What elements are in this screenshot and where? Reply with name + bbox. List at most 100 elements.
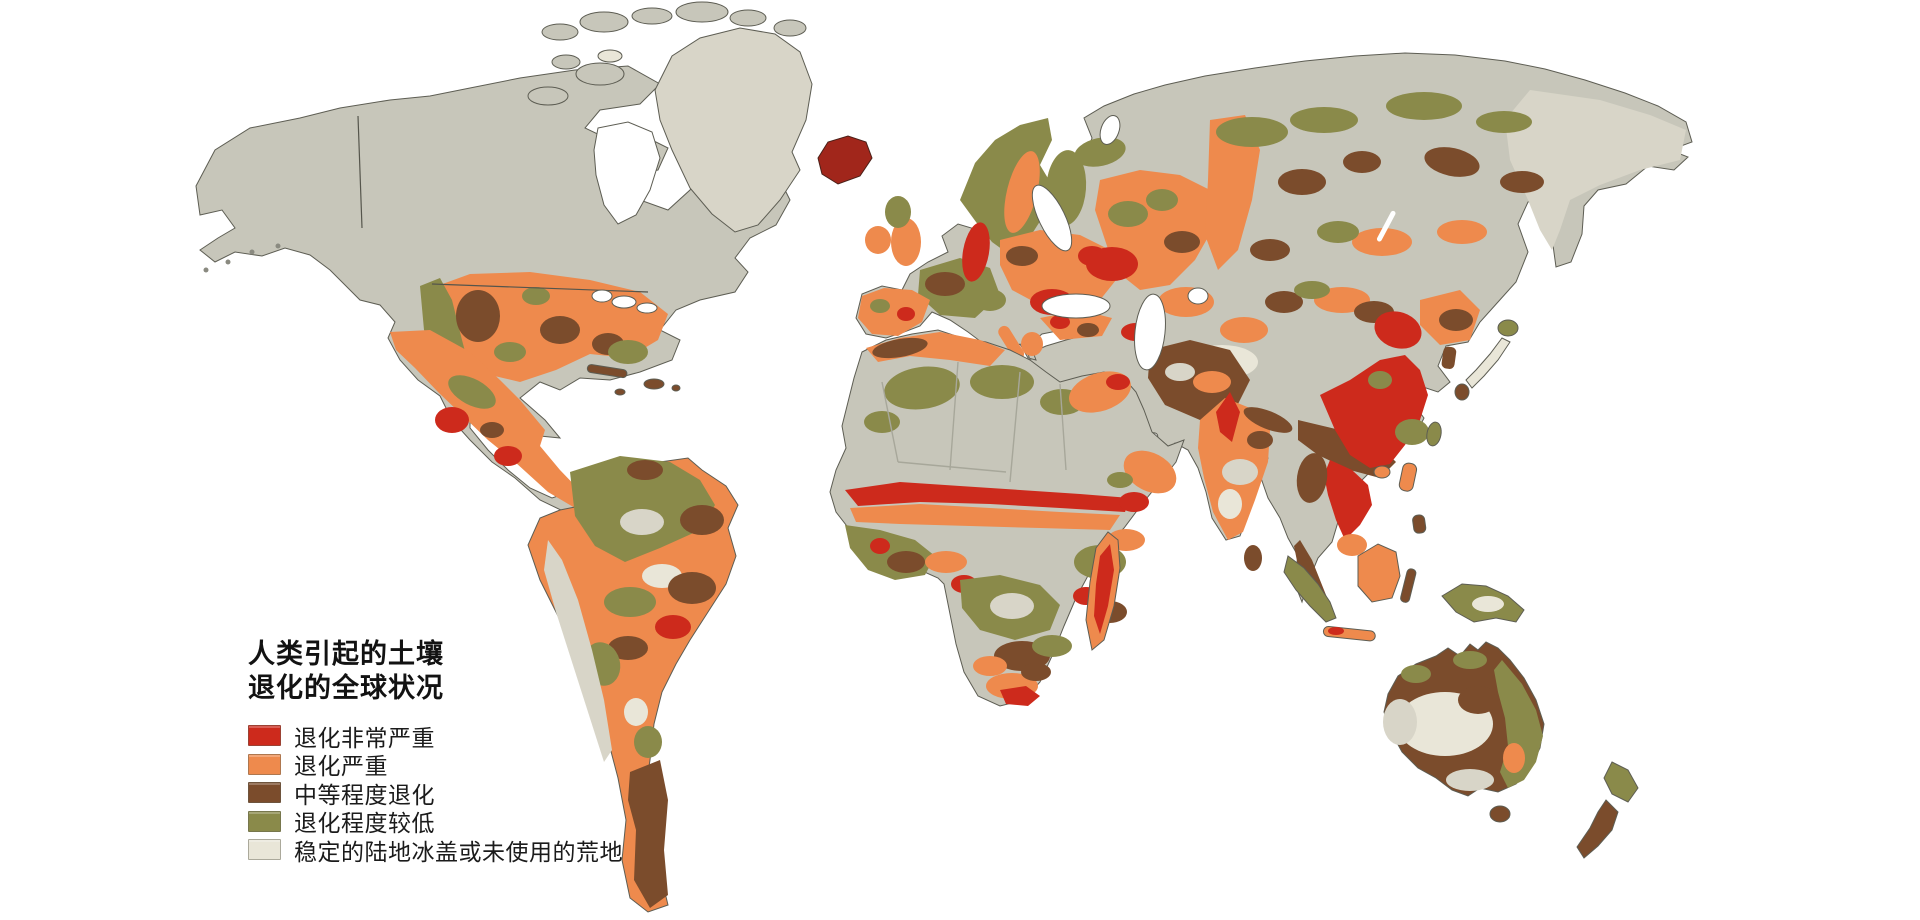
- island-dot: [249, 249, 255, 255]
- legend-row-stable: 稳定的陆地冰盖或未使用的荒地: [248, 836, 623, 865]
- white-sea: [1099, 115, 1121, 145]
- madagascar-red-core: [1094, 544, 1114, 634]
- uk-scotland: [885, 196, 911, 228]
- greenland: [654, 27, 813, 233]
- borneo: [1357, 543, 1401, 603]
- patch-terrain: [1446, 769, 1494, 791]
- border-line: [897, 461, 1007, 473]
- patch-severe: [973, 656, 1007, 676]
- patch-low: [634, 726, 662, 758]
- alaska-border: [357, 115, 363, 229]
- myanmar: [1296, 453, 1328, 503]
- patch-severe: [925, 551, 967, 573]
- baltic-sea: [1031, 184, 1073, 252]
- patch-low: [1146, 189, 1178, 211]
- taiwan: [1426, 421, 1442, 447]
- east-siberia-pale: [1505, 90, 1686, 250]
- aral-sea: [1187, 287, 1209, 305]
- africa-degradation: [845, 332, 1177, 706]
- patch-low: [884, 366, 960, 410]
- greece: [1021, 332, 1043, 356]
- patch-moderate: [1439, 309, 1473, 331]
- west-siberia-orange: [1205, 115, 1260, 270]
- patch-low: [604, 587, 656, 617]
- legend-swatch-low: [248, 810, 281, 832]
- java-red-tip: [1328, 627, 1344, 635]
- patch-stable: [1222, 459, 1258, 485]
- philippines-south: [1412, 514, 1427, 534]
- hainan: [1373, 465, 1391, 479]
- patch-very-severe: [962, 222, 990, 282]
- patch-low: [1290, 107, 1358, 133]
- arctic-island: [551, 54, 581, 70]
- sahel-red-band: [845, 482, 1130, 512]
- arctic-island: [579, 11, 629, 33]
- patch-moderate: [627, 460, 663, 480]
- australia-degradation: [1383, 651, 1543, 791]
- nz-north-island: [1603, 761, 1639, 803]
- arctic-island: [541, 23, 579, 41]
- patch-very-severe: [494, 446, 522, 466]
- patch-moderate: [1424, 147, 1480, 177]
- patch-very-severe: [655, 615, 691, 639]
- patch-very-severe: [870, 538, 890, 554]
- europe-degradation: [858, 118, 1215, 360]
- patch-moderate: [608, 636, 648, 660]
- legend-title-line2: 退化的全球状况: [248, 672, 444, 703]
- patch-low: [570, 456, 715, 562]
- hudson-bay: [593, 121, 661, 225]
- ireland: [865, 226, 891, 254]
- patch-very-severe: [1216, 392, 1240, 442]
- south-asia-degradation: [1198, 392, 1293, 571]
- siberia-degradation: [1205, 90, 1686, 270]
- island-dot: [203, 267, 209, 273]
- patch-severe: [1503, 743, 1525, 773]
- arctic-island: [631, 7, 673, 25]
- south-america: [527, 456, 739, 913]
- island-dot: [225, 259, 231, 265]
- patch-stable: [1165, 363, 1195, 381]
- arctic-island: [597, 49, 623, 63]
- legend-swatch-severe: [248, 753, 281, 775]
- legend-title: 人类引起的土壤 退化的全球状况: [248, 638, 623, 706]
- patch-very-severe: [1106, 374, 1130, 390]
- patch-moderate: [1247, 431, 1273, 449]
- patch-severe: [390, 330, 585, 508]
- patagonia: [628, 760, 668, 908]
- patch-low: [974, 289, 1006, 311]
- aleutian-islands: [203, 243, 281, 273]
- patch-low: [1107, 472, 1133, 488]
- jamaica: [614, 388, 626, 396]
- arctic-island: [729, 9, 767, 27]
- patch-severe: [1193, 371, 1231, 393]
- patch-low: [448, 375, 496, 409]
- patch-moderate: [1021, 663, 1051, 681]
- patch-low: [1476, 111, 1532, 133]
- us-canada-border: [431, 283, 649, 293]
- patch-low: [608, 340, 648, 364]
- legend-swatch-very-severe: [248, 725, 281, 747]
- africa: [829, 329, 1185, 707]
- victoria-island: [575, 62, 625, 86]
- legend-row-moderate: 中等程度退化: [248, 779, 623, 808]
- patch-moderate: [540, 316, 580, 344]
- legend-label-low: 退化程度较低: [294, 811, 435, 837]
- korea: [1441, 346, 1457, 369]
- patch-moderate: [680, 505, 724, 535]
- italy: [998, 325, 1025, 360]
- patch-moderate: [887, 551, 925, 573]
- island-dot: [275, 243, 281, 249]
- patch-moderate: [1343, 151, 1381, 173]
- patch-very-severe: [897, 307, 915, 321]
- patch-moderate: [1458, 686, 1498, 714]
- lake-baikal: [1376, 210, 1396, 242]
- patch-low: [522, 287, 550, 305]
- caspian-sea: [1134, 293, 1166, 371]
- legend-title-line1: 人类引起的土壤: [248, 639, 444, 669]
- arctic-island: [675, 1, 729, 23]
- eurasia: [855, 52, 1693, 612]
- patch-moderate: [1250, 239, 1290, 261]
- border-line: [1059, 383, 1067, 471]
- legend-row-very-severe: 退化非常严重: [248, 722, 623, 751]
